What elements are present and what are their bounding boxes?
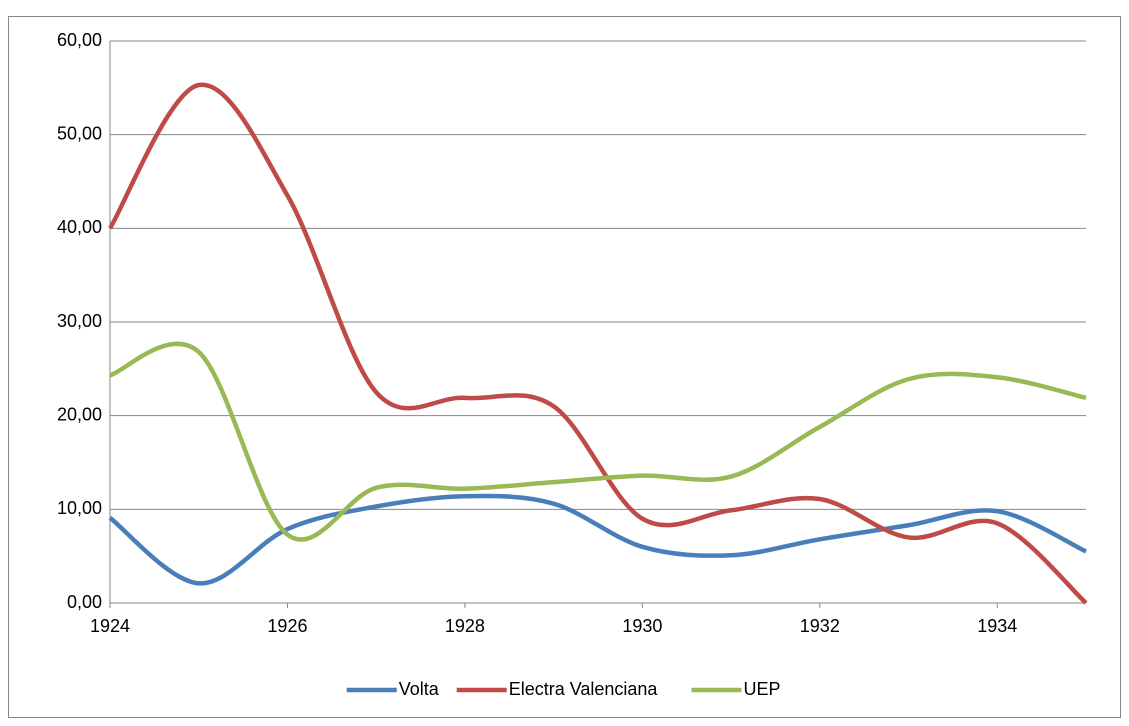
legend-label: UEP (744, 679, 781, 699)
series-line (108, 493, 1087, 586)
x-tick-label: 1926 (267, 616, 307, 636)
legend-label: Volta (399, 679, 440, 699)
y-tick-label: 10,00 (57, 498, 102, 518)
x-tick-label: 1934 (977, 616, 1017, 636)
y-tick-label: 40,00 (57, 217, 102, 237)
y-tick-label: 50,00 (57, 123, 102, 143)
x-tick-label: 1928 (445, 616, 485, 636)
y-tick-label: 30,00 (57, 311, 102, 331)
series-line (108, 82, 1088, 605)
y-tick-label: 20,00 (57, 404, 102, 424)
y-tick-label: 60,00 (57, 30, 102, 50)
x-tick-label: 1930 (622, 616, 662, 636)
series-line (109, 341, 1087, 542)
y-tick-label: 0,00 (67, 592, 102, 612)
chart-frame (8, 16, 1121, 718)
x-tick-label: 1924 (90, 616, 130, 636)
legend-label: Electra Valenciana (509, 679, 659, 699)
x-tick-label: 1932 (800, 616, 840, 636)
